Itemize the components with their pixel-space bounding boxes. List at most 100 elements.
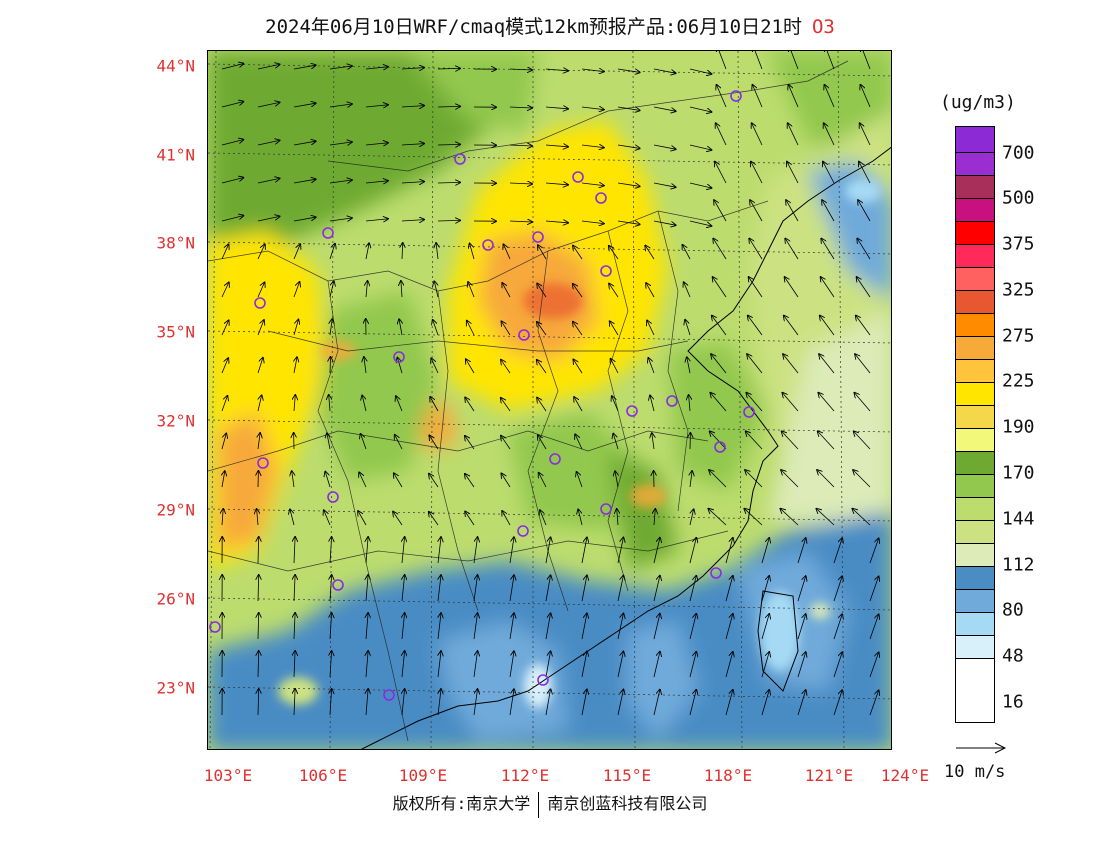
wind-vector: [818, 431, 835, 450]
title-species: O3: [811, 16, 835, 38]
wind-vector: [293, 320, 298, 336]
wind-vector: [712, 316, 727, 336]
wind-vector: [329, 218, 352, 221]
wind-vector: [436, 243, 438, 260]
wind-vector: [860, 123, 871, 146]
station-marker: [532, 231, 544, 243]
wind-vector: [573, 246, 583, 260]
colorbar-segment: [956, 429, 994, 452]
wind-vector: [725, 652, 733, 678]
wind-vector: [653, 652, 660, 678]
wind-vector: [782, 431, 799, 450]
lat-label-23: 23°N: [156, 678, 195, 698]
wind-vector: [647, 321, 655, 336]
wind-vector: [752, 123, 763, 146]
wind-vector: [293, 65, 316, 70]
wind-vector: [545, 69, 568, 71]
wind-vector: [257, 320, 264, 336]
wind-vector: [869, 577, 879, 602]
wind-vector: [366, 243, 369, 260]
wind-vector: [581, 69, 604, 72]
wind-vector: [509, 183, 532, 184]
wind-vectors: [221, 51, 879, 716]
wind-vector: [329, 244, 335, 260]
wind-vector: [744, 509, 763, 526]
wind-vector: [689, 220, 711, 226]
wind-vector: [402, 651, 405, 678]
wind-vector: [330, 575, 332, 602]
wind-vector: [501, 360, 511, 374]
colorbar: [955, 126, 995, 723]
wind-vector: [545, 145, 568, 147]
wind-vector: [402, 613, 405, 640]
wind-vector: [537, 398, 547, 412]
wind-vector: [654, 509, 655, 526]
wind-vector: [397, 358, 403, 374]
wind-vector: [687, 357, 690, 374]
wind-vector: [429, 474, 439, 488]
wind-vector: [869, 615, 879, 640]
wind-vector: [709, 470, 727, 488]
wind-vector: [258, 651, 259, 678]
wind-vector: [473, 575, 478, 602]
wind-vector: [783, 354, 799, 374]
station-marker: [595, 192, 607, 204]
wind-vector: [689, 652, 696, 678]
wind-vector: [538, 435, 547, 450]
wind-vector: [509, 145, 532, 146]
lat-label-35: 35°N: [156, 322, 195, 342]
colorbar-segment: [956, 590, 994, 613]
legend-label: 80: [1002, 599, 1024, 621]
wind-vector: [784, 316, 799, 336]
wind-vector: [330, 537, 332, 564]
colorbar-segment: [956, 199, 994, 222]
station-marker: [454, 153, 466, 165]
lon-label-109: 109°E: [398, 766, 448, 785]
wind-vector: [653, 106, 676, 111]
wind-vector: [573, 360, 583, 374]
colorbar-segment: [956, 268, 994, 291]
wind-vector: [689, 68, 711, 74]
colorbar-segment: [956, 127, 994, 153]
wind-vector: [329, 142, 352, 145]
wind-vector: [365, 143, 388, 145]
wind-vector: [725, 690, 733, 716]
wind-vector: [473, 613, 478, 640]
wind-vector: [615, 471, 618, 488]
forecast-map[interactable]: [207, 50, 892, 750]
wind-vector: [361, 434, 367, 450]
wind-vector: [713, 277, 727, 298]
wind-vector: [581, 538, 587, 564]
wind-vector: [365, 219, 388, 221]
wind-vector: [329, 104, 352, 107]
wind-vector: [221, 283, 229, 298]
wind-vector: [797, 690, 806, 716]
wind-vector: [797, 614, 806, 640]
station-marker: [666, 395, 678, 407]
wind-vector: [747, 354, 763, 374]
colorbar-segment: [956, 360, 994, 383]
wind-vector: [401, 281, 402, 298]
wind-vector: [221, 244, 229, 260]
wind-vector: [509, 69, 532, 70]
station-marker: [730, 90, 742, 102]
wind-vector: [501, 398, 511, 412]
footer: 版权所有:南京大学 南京创蓝科技有限公司: [0, 790, 1100, 818]
wind-vector: [366, 575, 368, 602]
wind-vector: [716, 123, 727, 146]
wind-vector: [258, 613, 259, 640]
wind-vector: [330, 357, 331, 374]
colorbar-segment: [956, 291, 994, 314]
wind-vector: [746, 393, 763, 412]
wind-vector: [708, 509, 727, 526]
lon-label-106: 106°E: [298, 766, 348, 785]
wind-vector: [748, 316, 763, 336]
wind-vector: [789, 85, 799, 108]
wind-vector: [433, 320, 439, 336]
wind-vector: [330, 689, 332, 716]
wind-vector: [366, 689, 368, 716]
station-marker: [572, 171, 584, 183]
wind-vector: [713, 239, 727, 260]
wind-vector: [684, 282, 691, 298]
footer-company: 南京创蓝科技有限公司: [547, 794, 708, 813]
